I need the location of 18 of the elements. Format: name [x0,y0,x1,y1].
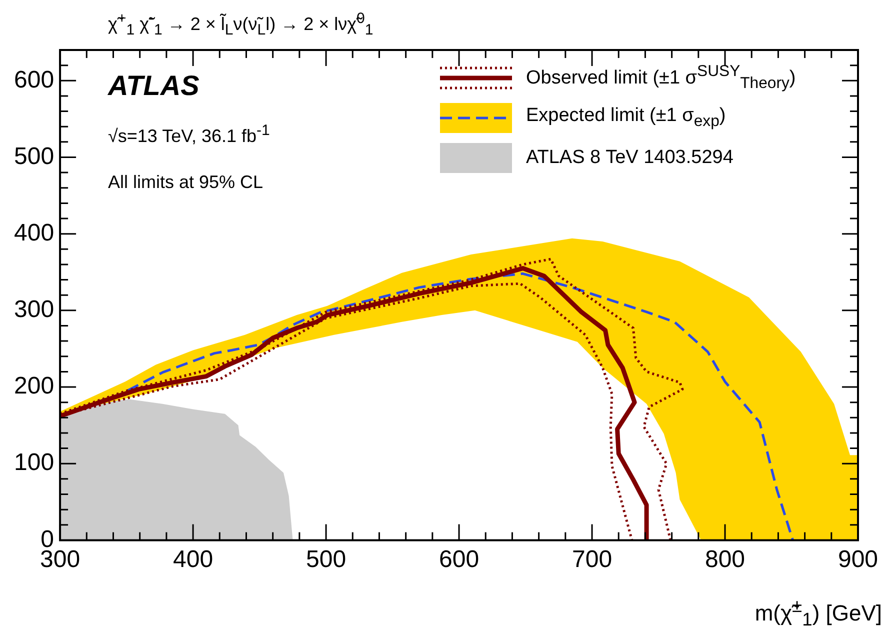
y-tick-label: 400 [14,219,54,246]
x-tick-label: 900 [838,546,878,574]
x-tick-label: 700 [572,546,612,574]
annotation: ATLAS [108,70,200,102]
y-tick-label: 100 [14,449,54,476]
annotation: √s=13 TeV, 36.1 fb$^{-1}$ [108,122,270,147]
x-tick-label: 400 [173,546,214,574]
x-tick-label: 500 [306,546,346,574]
legend-label: ATLAS 8 TeV 1403.5294 [526,147,734,169]
annotation: All limits at 95% CL [108,172,264,193]
x-tick-label: 800 [704,546,746,574]
y-tick-label: 600 [14,66,54,94]
x-tick-label: 600 [439,546,480,574]
legend-label: Observed limit (±1 σ$^{SUSY}$$_{Theory}$) [526,62,796,94]
legend-label: Expected limit (±1 σ$_{exp}$) [526,105,726,131]
y-tick-label: 300 [14,296,54,324]
y-tick-label: 500 [14,142,54,170]
y-tick-label: 200 [14,372,54,400]
